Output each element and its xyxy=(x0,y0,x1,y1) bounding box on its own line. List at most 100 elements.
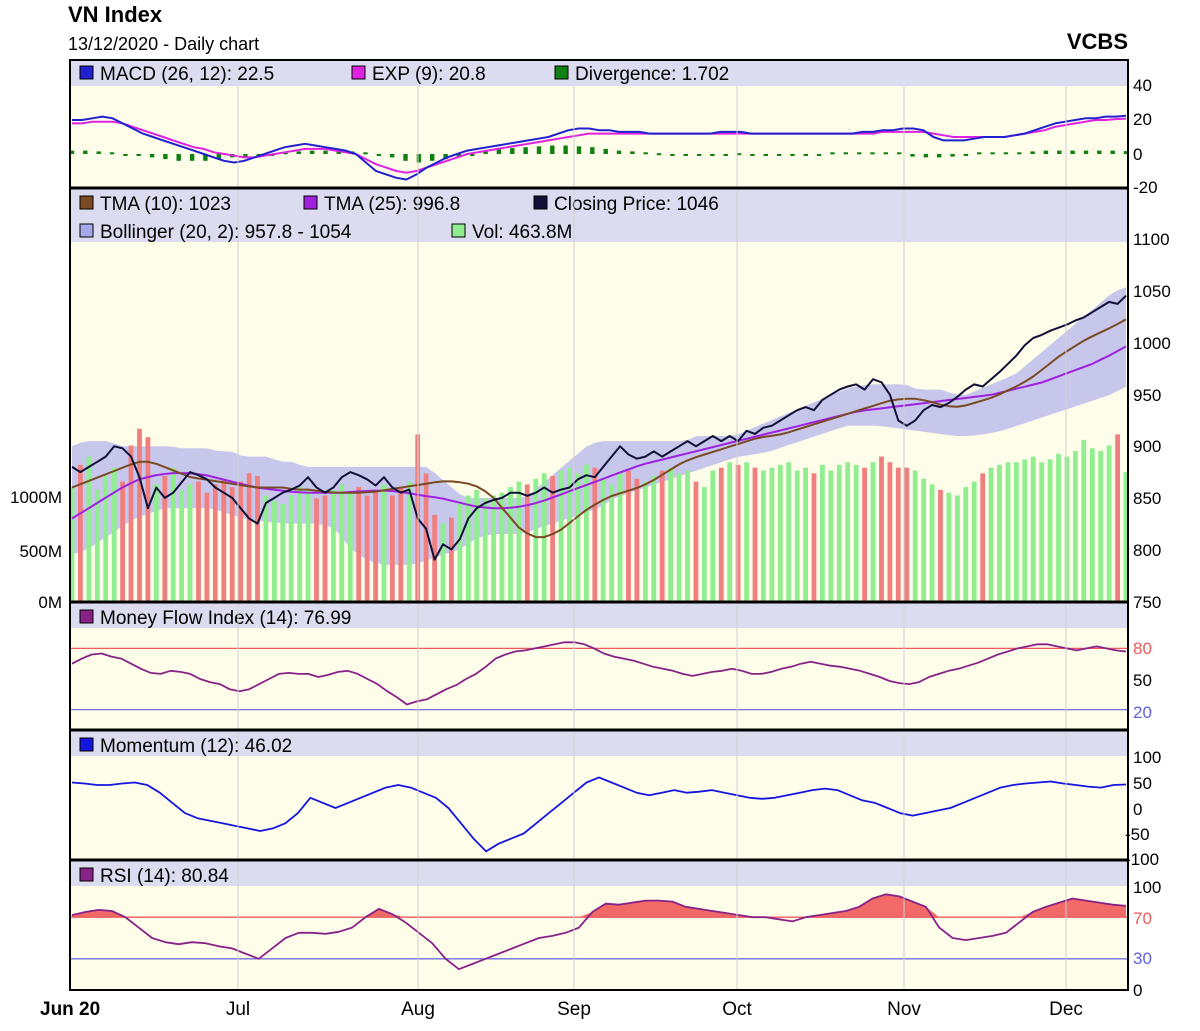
volume-bar xyxy=(1081,439,1087,601)
divergence-bar xyxy=(310,150,315,154)
volume-bar xyxy=(727,462,733,601)
exp-line xyxy=(72,117,1127,174)
divergence-bar xyxy=(790,154,795,156)
divergence-bar xyxy=(563,145,568,154)
divergence-bar xyxy=(416,154,422,163)
volume-bar xyxy=(929,484,935,601)
divergence-bar xyxy=(136,154,141,156)
divergence-bar xyxy=(630,151,635,154)
momentum-tick: 0 xyxy=(1133,800,1142,819)
divergence-bar xyxy=(590,147,595,154)
volume-bar xyxy=(685,470,690,601)
volume-bar xyxy=(196,481,201,601)
volume-bar xyxy=(592,467,598,601)
volume-bar xyxy=(1064,456,1070,601)
volume-bar xyxy=(145,437,151,601)
divergence-bar xyxy=(1110,150,1115,154)
divergence-bar xyxy=(656,153,662,156)
volume-bar xyxy=(1115,434,1120,601)
tma10-swatch xyxy=(79,195,94,210)
volume-bar xyxy=(1106,445,1112,601)
price-legend-tma25: TMA (25): 996.8 xyxy=(324,194,460,215)
volume-bar xyxy=(988,467,994,601)
volume-bar xyxy=(331,489,336,601)
volume-bar xyxy=(938,489,943,601)
divergence-bar xyxy=(710,154,715,156)
volume-bar xyxy=(297,487,303,601)
volume-bar xyxy=(1014,462,1019,601)
volume-bar xyxy=(735,464,741,601)
volume-bar xyxy=(499,492,505,601)
momentum-legend-bar xyxy=(70,730,1128,756)
x-tick-label: Jul xyxy=(226,999,250,1020)
divergence-bar xyxy=(950,154,955,157)
divergence-bar xyxy=(776,154,782,156)
rsi-legend: RSI (14): 80.84 xyxy=(100,866,229,887)
volume-bar xyxy=(820,464,825,601)
divergence-bar xyxy=(763,154,768,156)
volume-bar xyxy=(280,503,286,601)
divergence-bar xyxy=(1043,150,1049,154)
divergence-bar xyxy=(376,154,382,156)
momentum-series xyxy=(71,776,1127,853)
volume-bar xyxy=(137,428,142,601)
mfi-tick-50: 50 xyxy=(1133,671,1152,690)
divergence-bar xyxy=(963,154,969,156)
price-tick: 950 xyxy=(1133,386,1161,405)
divergence-bar xyxy=(176,154,181,161)
volume-bar xyxy=(516,481,522,601)
price-tick: 850 xyxy=(1133,489,1161,508)
divergence-bar xyxy=(510,148,515,154)
volume-bar xyxy=(609,484,614,601)
x-tick-label: Aug xyxy=(401,999,435,1020)
volume-bar xyxy=(423,473,429,601)
volume-bar xyxy=(1123,472,1129,601)
volume-bar xyxy=(870,462,876,601)
divergence-bar xyxy=(203,154,208,161)
volume-bar xyxy=(1030,456,1036,601)
volume-bar xyxy=(912,470,918,601)
volume-bar xyxy=(86,456,92,601)
mfi-line xyxy=(71,641,1127,706)
divergence-bar xyxy=(816,154,822,156)
volume-bar xyxy=(373,489,378,601)
volume-bar xyxy=(803,467,808,601)
volume-bar xyxy=(1073,451,1078,601)
x-tick-label: Nov xyxy=(887,999,921,1020)
volume-bar xyxy=(836,464,842,601)
volume-bar xyxy=(524,484,530,601)
x-tick-label: Oct xyxy=(722,999,752,1020)
volume-bar xyxy=(533,478,539,601)
volume-bar xyxy=(600,478,606,601)
volume-bar xyxy=(69,487,75,601)
divergence-bar xyxy=(843,152,848,155)
volume-bar xyxy=(263,495,269,601)
brand-label: VCBS xyxy=(1067,29,1128,54)
volume-bar xyxy=(406,481,412,601)
plot-frame xyxy=(69,59,1129,991)
mfi-series xyxy=(70,641,1128,711)
divergence-bar xyxy=(456,154,462,158)
volume-bar xyxy=(879,456,884,601)
momentum-legend: Momentum (12): 46.02 xyxy=(100,736,292,757)
volume-bar xyxy=(1047,459,1053,601)
rsi-swatch xyxy=(79,867,94,882)
divergence-bar xyxy=(443,154,448,160)
volume-bar xyxy=(398,487,404,601)
divergence-bar xyxy=(69,150,75,154)
divergence-bar xyxy=(1123,151,1129,154)
divergence-bar xyxy=(670,154,675,156)
macd-tick: -20 xyxy=(1133,178,1158,197)
volume-bar xyxy=(777,464,783,601)
macd-legend-exp: EXP (9): 20.8 xyxy=(372,64,486,85)
volume-bar xyxy=(752,467,758,601)
divergence-bar xyxy=(1017,152,1022,155)
mfi-legend: Money Flow Index (14): 76.99 xyxy=(100,608,351,629)
volume-bar xyxy=(111,467,117,601)
volume-bar xyxy=(212,484,218,601)
volume-bar xyxy=(828,470,834,601)
divergence-bar xyxy=(483,150,488,154)
volume-bar xyxy=(364,495,370,601)
volume-bar xyxy=(1022,459,1028,601)
